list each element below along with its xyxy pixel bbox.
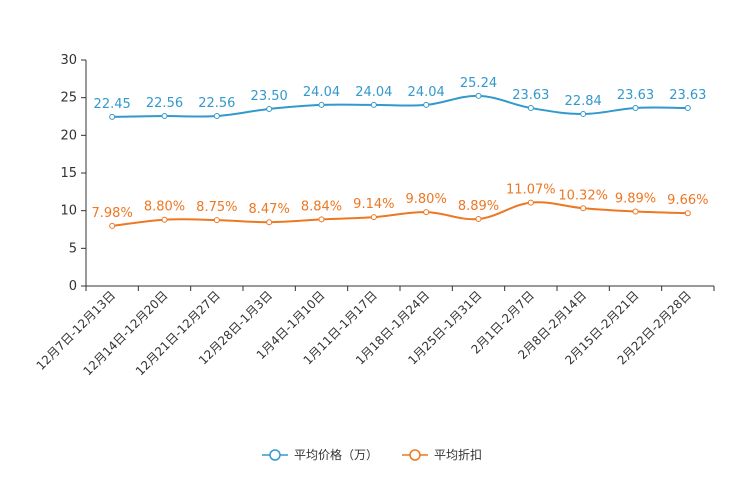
data-label: 23.63 bbox=[669, 88, 706, 103]
data-label: 22.56 bbox=[146, 96, 183, 111]
data-point bbox=[527, 104, 534, 111]
data-label: 8.75% bbox=[196, 200, 237, 215]
data-label: 23.63 bbox=[512, 88, 549, 103]
y-tick-label: 0 bbox=[69, 279, 77, 294]
data-point bbox=[684, 210, 691, 217]
data-label: 8.47% bbox=[249, 202, 290, 217]
data-label: 9.80% bbox=[406, 192, 447, 207]
legend-marker-discount bbox=[402, 448, 428, 461]
line-chart: 05101520253012月7日-12月13日12月14日-12月20日12月… bbox=[34, 53, 715, 378]
data-point bbox=[161, 113, 168, 120]
data-point bbox=[632, 104, 639, 111]
data-label: 10.32% bbox=[558, 188, 608, 203]
data-label: 22.45 bbox=[94, 97, 131, 112]
data-point bbox=[475, 92, 482, 99]
data-label: 9.14% bbox=[353, 197, 394, 212]
data-label: 23.50 bbox=[251, 89, 288, 104]
data-point bbox=[109, 113, 116, 120]
data-point bbox=[475, 216, 482, 223]
y-tick-label: 20 bbox=[60, 128, 77, 143]
data-label: 9.89% bbox=[615, 191, 656, 206]
legend-label-price: 平均价格（万） bbox=[293, 448, 378, 462]
y-tick-label: 10 bbox=[60, 204, 77, 219]
data-point bbox=[580, 205, 587, 212]
data-label: 25.24 bbox=[460, 76, 497, 91]
data-label: 11.07% bbox=[506, 183, 556, 198]
legend-item-discount[interactable]: 平均折扣 bbox=[402, 446, 482, 463]
data-label: 7.98% bbox=[92, 206, 133, 221]
data-label: 8.89% bbox=[458, 199, 499, 214]
data-label: 22.84 bbox=[565, 94, 602, 109]
data-label: 8.84% bbox=[301, 199, 342, 214]
legend-label-discount: 平均折扣 bbox=[434, 448, 483, 462]
data-point bbox=[213, 217, 220, 224]
data-point bbox=[632, 208, 639, 215]
data-point bbox=[318, 216, 325, 223]
data-point bbox=[161, 216, 168, 223]
data-point bbox=[527, 199, 534, 206]
data-label: 8.80% bbox=[144, 200, 185, 215]
series-layer: 22.45 22.56 22.56 23.50 24.04 24.04 24.04 25.24… bbox=[92, 76, 708, 229]
data-point bbox=[684, 104, 691, 111]
data-label: 24.04 bbox=[408, 85, 445, 100]
legend-item-price[interactable]: 平均价格（万） bbox=[261, 446, 378, 463]
data-label: 24.04 bbox=[355, 85, 392, 100]
data-point bbox=[213, 113, 220, 120]
series-line-discount bbox=[112, 201, 688, 227]
data-point bbox=[266, 219, 273, 226]
data-point bbox=[266, 105, 273, 112]
y-tick-label: 25 bbox=[60, 91, 77, 106]
data-point bbox=[370, 101, 377, 108]
data-point bbox=[370, 214, 377, 221]
chart-legend: 平均价格（万） 平均折扣 bbox=[0, 446, 744, 463]
data-label: 22.56 bbox=[198, 96, 235, 111]
data-point bbox=[109, 222, 116, 229]
data-point bbox=[423, 101, 430, 108]
data-label: 24.04 bbox=[303, 85, 340, 100]
y-tick-label: 30 bbox=[60, 53, 77, 68]
y-tick-label: 15 bbox=[60, 166, 77, 181]
data-label: 23.63 bbox=[617, 88, 654, 103]
data-point bbox=[423, 209, 430, 216]
legend-marker-price bbox=[261, 448, 288, 461]
data-label: 9.66% bbox=[667, 193, 708, 208]
data-point bbox=[318, 101, 325, 108]
data-point bbox=[580, 110, 587, 117]
series-line-price bbox=[112, 94, 688, 118]
y-tick-label: 5 bbox=[69, 241, 77, 256]
